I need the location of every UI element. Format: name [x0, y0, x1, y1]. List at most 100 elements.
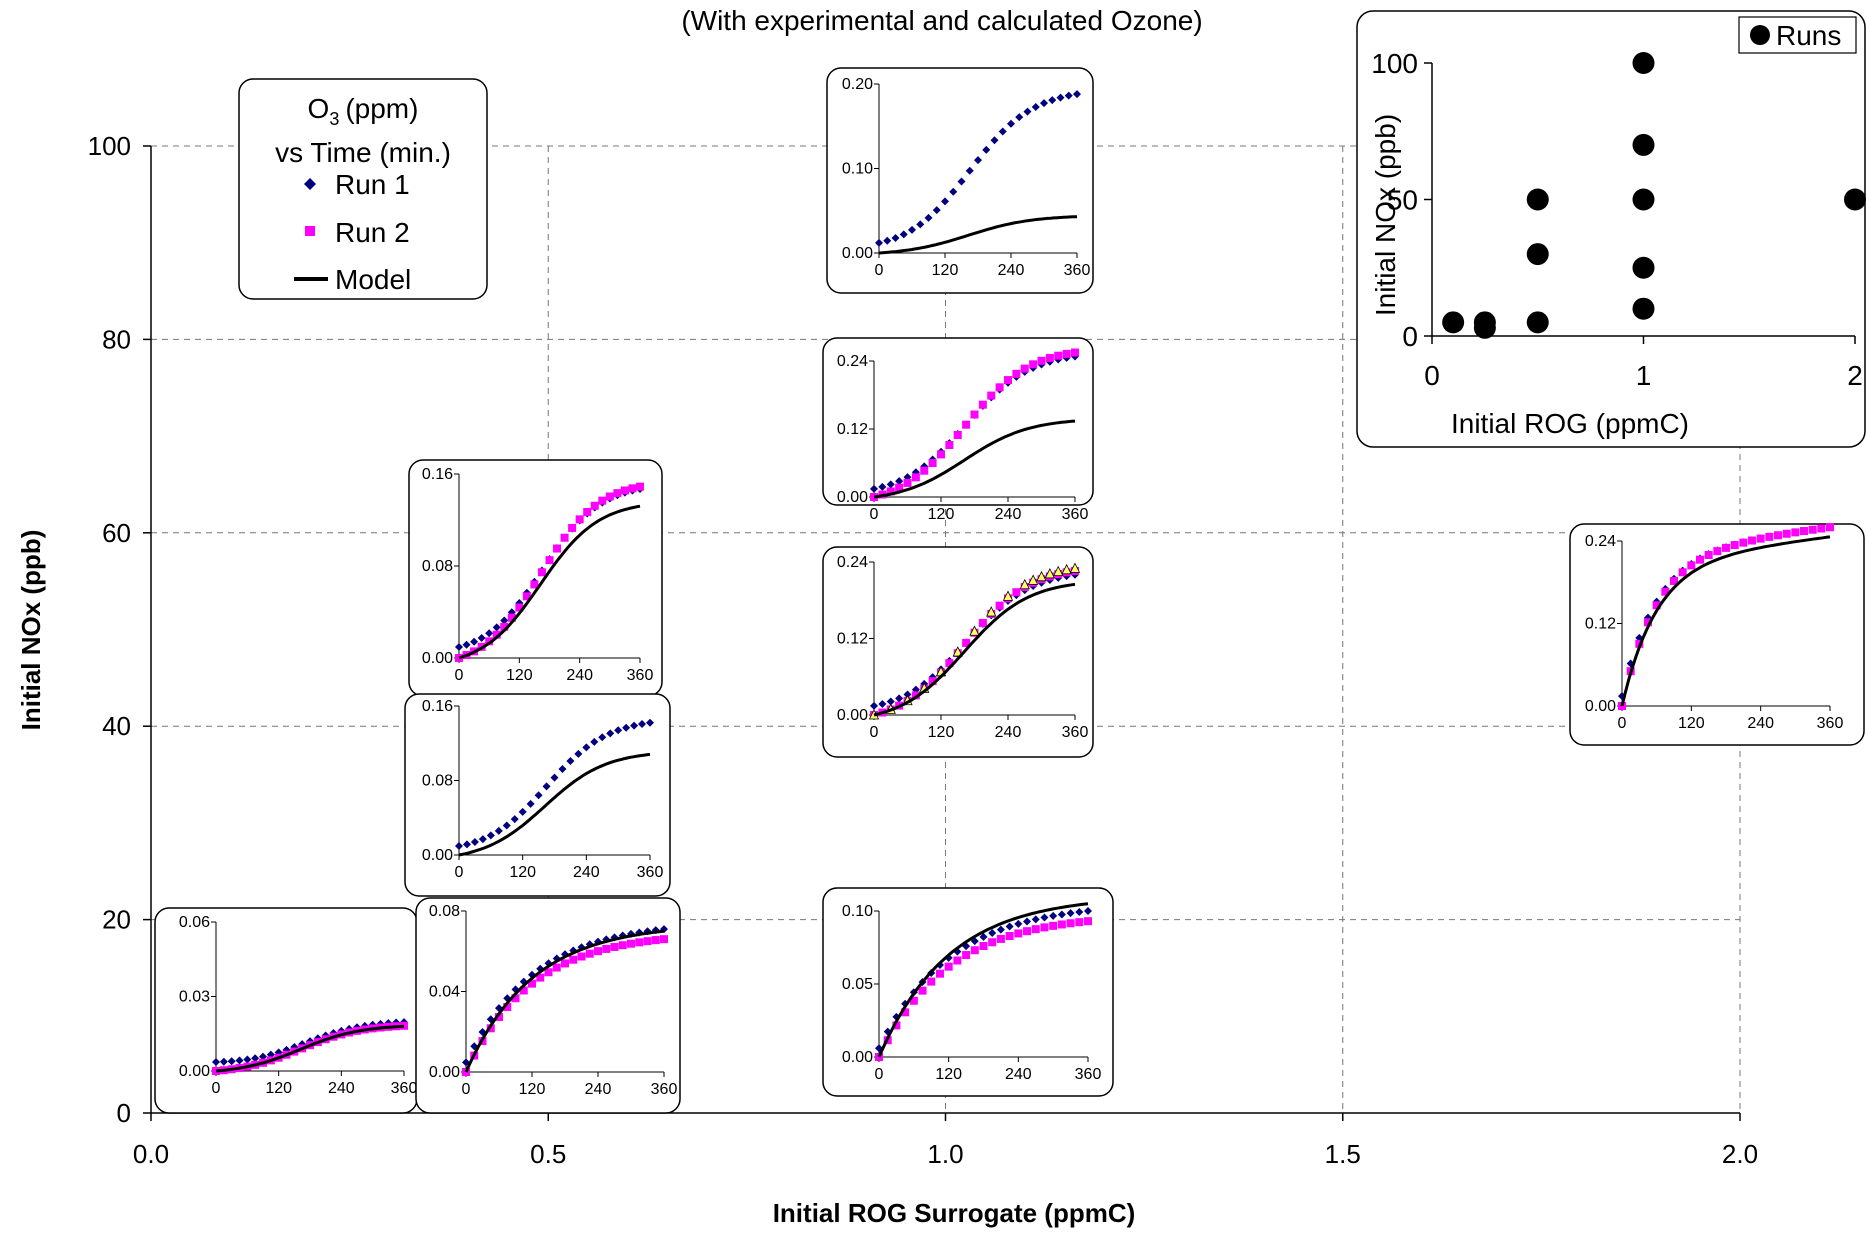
mini-run1-point	[875, 238, 883, 247]
mini-run2-point	[1817, 524, 1826, 533]
mini-run2-point	[610, 942, 619, 951]
mini-run2-point	[970, 410, 979, 419]
mini-y-tick-label: 0.00	[179, 1063, 210, 1080]
mini-run2-point	[628, 484, 637, 493]
mini-run1-point	[1075, 908, 1084, 917]
inset-run-point	[1632, 256, 1655, 279]
inset-y-axis-title: Initial NOx (ppb)	[1370, 114, 1401, 316]
mini-run2-point	[492, 630, 501, 639]
mini-run1-point	[486, 831, 495, 840]
inset-tick-labels: 0 1 2 0 50 100	[1371, 48, 1863, 391]
mini-run3-point	[1069, 562, 1081, 573]
mini-run2-point	[515, 603, 524, 612]
mini-run1-point	[1005, 922, 1014, 931]
legend-marker-run2	[305, 226, 315, 236]
mini-chart-m4: 0 120 240 360 0.00 0.08 0.16	[404, 693, 671, 897]
mini-run2-point	[651, 936, 660, 945]
mini-run1-point	[974, 156, 982, 165]
mini-run2-point	[928, 459, 937, 468]
mini-run2-point	[522, 592, 531, 601]
mini-run2-point	[507, 613, 516, 622]
mini-run1-point	[878, 699, 887, 708]
mini-run2-point	[511, 994, 520, 1003]
mini-run2-point	[1808, 525, 1817, 534]
mini-run1-point	[1040, 99, 1048, 108]
mini-run1-point	[455, 842, 463, 851]
mini-run1-point	[598, 733, 607, 742]
mini-run2-point	[970, 946, 979, 955]
mini-run2-point	[519, 986, 528, 995]
mini-run1-point	[895, 477, 904, 486]
mini-run2-point	[1661, 587, 1670, 596]
mini-y-tick-label: 0.08	[422, 558, 453, 575]
mini-run1-point	[1064, 91, 1073, 100]
mini-run1-point	[243, 1055, 252, 1064]
mini-run1-point	[1073, 90, 1081, 99]
mini-x-tick-label: 120	[509, 864, 536, 881]
mini-run1-point	[251, 1054, 260, 1063]
mini-run2-point	[895, 483, 904, 492]
x-tick-label: 2.0	[1722, 1139, 1758, 1169]
mini-run2-point	[583, 507, 592, 516]
inset-run-point	[1632, 188, 1655, 211]
mini-run1-point	[1007, 119, 1015, 128]
mini-run2-point	[886, 487, 895, 496]
mini-box	[415, 897, 681, 1114]
mini-run2-point	[1678, 568, 1687, 577]
mini-run1-point	[1057, 910, 1066, 919]
mini-run2-point	[935, 969, 944, 978]
x-axis-title: Initial ROG Surrogate (ppmC)	[773, 1198, 1136, 1228]
mini-x-tick-label: 0	[870, 724, 879, 741]
mini-run2-point	[1014, 929, 1023, 938]
mini-run2-point	[594, 947, 602, 956]
mini-run1-point	[1023, 107, 1032, 116]
mini-run2-point	[1730, 541, 1739, 550]
mini-run1-point	[891, 233, 900, 242]
mini-y-tick-label: 0.00	[429, 1064, 460, 1081]
mini-run1-point	[534, 791, 543, 800]
mini-chart-m8: 0 120 240 360 0.00 0.10 0.20	[826, 67, 1094, 294]
mini-run3-point	[1044, 568, 1056, 579]
mini-run2-point	[1031, 925, 1040, 934]
y-axis-title: Initial NOx (ppb)	[16, 530, 46, 731]
mini-run2-point	[953, 430, 962, 439]
mini-run1-point	[982, 145, 991, 154]
y-tick-label: 40	[102, 711, 131, 741]
mini-y-tick-label: 0.00	[837, 707, 868, 724]
mini-run2-point	[1826, 523, 1834, 532]
inset-run-point	[1632, 297, 1655, 320]
mini-run1-point	[566, 757, 575, 766]
mini-run2-point	[927, 977, 936, 986]
mini-run2-point	[979, 941, 988, 950]
mini-run2-point	[1756, 534, 1765, 543]
mini-run2-point	[1782, 529, 1791, 538]
mini-y-tick-label: 0.00	[842, 245, 873, 262]
mini-run3-point	[952, 646, 963, 657]
mini-run2-point	[530, 580, 539, 589]
mini-y-tick-label: 0.12	[837, 631, 868, 648]
mini-run1-point	[259, 1052, 267, 1061]
mini-run2-point	[1704, 551, 1713, 560]
mini-run1-point	[899, 230, 908, 239]
mini-x-tick-label: 0	[212, 1080, 221, 1097]
mini-x-tick-label: 0	[875, 262, 884, 279]
mini-y-tick-label: 0.06	[179, 914, 210, 931]
mini-run1-point	[219, 1057, 228, 1066]
mini-x-tick-label: 360	[1062, 506, 1089, 523]
inset-run-point	[1526, 243, 1549, 266]
mini-x-tick-label: 360	[627, 667, 654, 684]
mini-run2-point	[569, 955, 578, 964]
mini-run2-point	[944, 962, 953, 971]
mini-run2-point	[1670, 576, 1678, 585]
x-tick-label: 0.5	[530, 1139, 566, 1169]
mini-model-line	[458, 752, 651, 857]
y-tick-labels: 0 20 40 60 80 100	[88, 131, 151, 1128]
mini-run1-point	[212, 1058, 220, 1067]
mini-run1-point	[1084, 907, 1092, 915]
mini-run1-point	[941, 197, 949, 206]
mini-y-tick-label: 0.00	[837, 489, 868, 506]
mini-run1-point	[965, 166, 974, 175]
mini-x-tick-label: 120	[265, 1080, 292, 1097]
mini-run2-point	[953, 956, 962, 965]
mini-model-line	[215, 1024, 405, 1073]
